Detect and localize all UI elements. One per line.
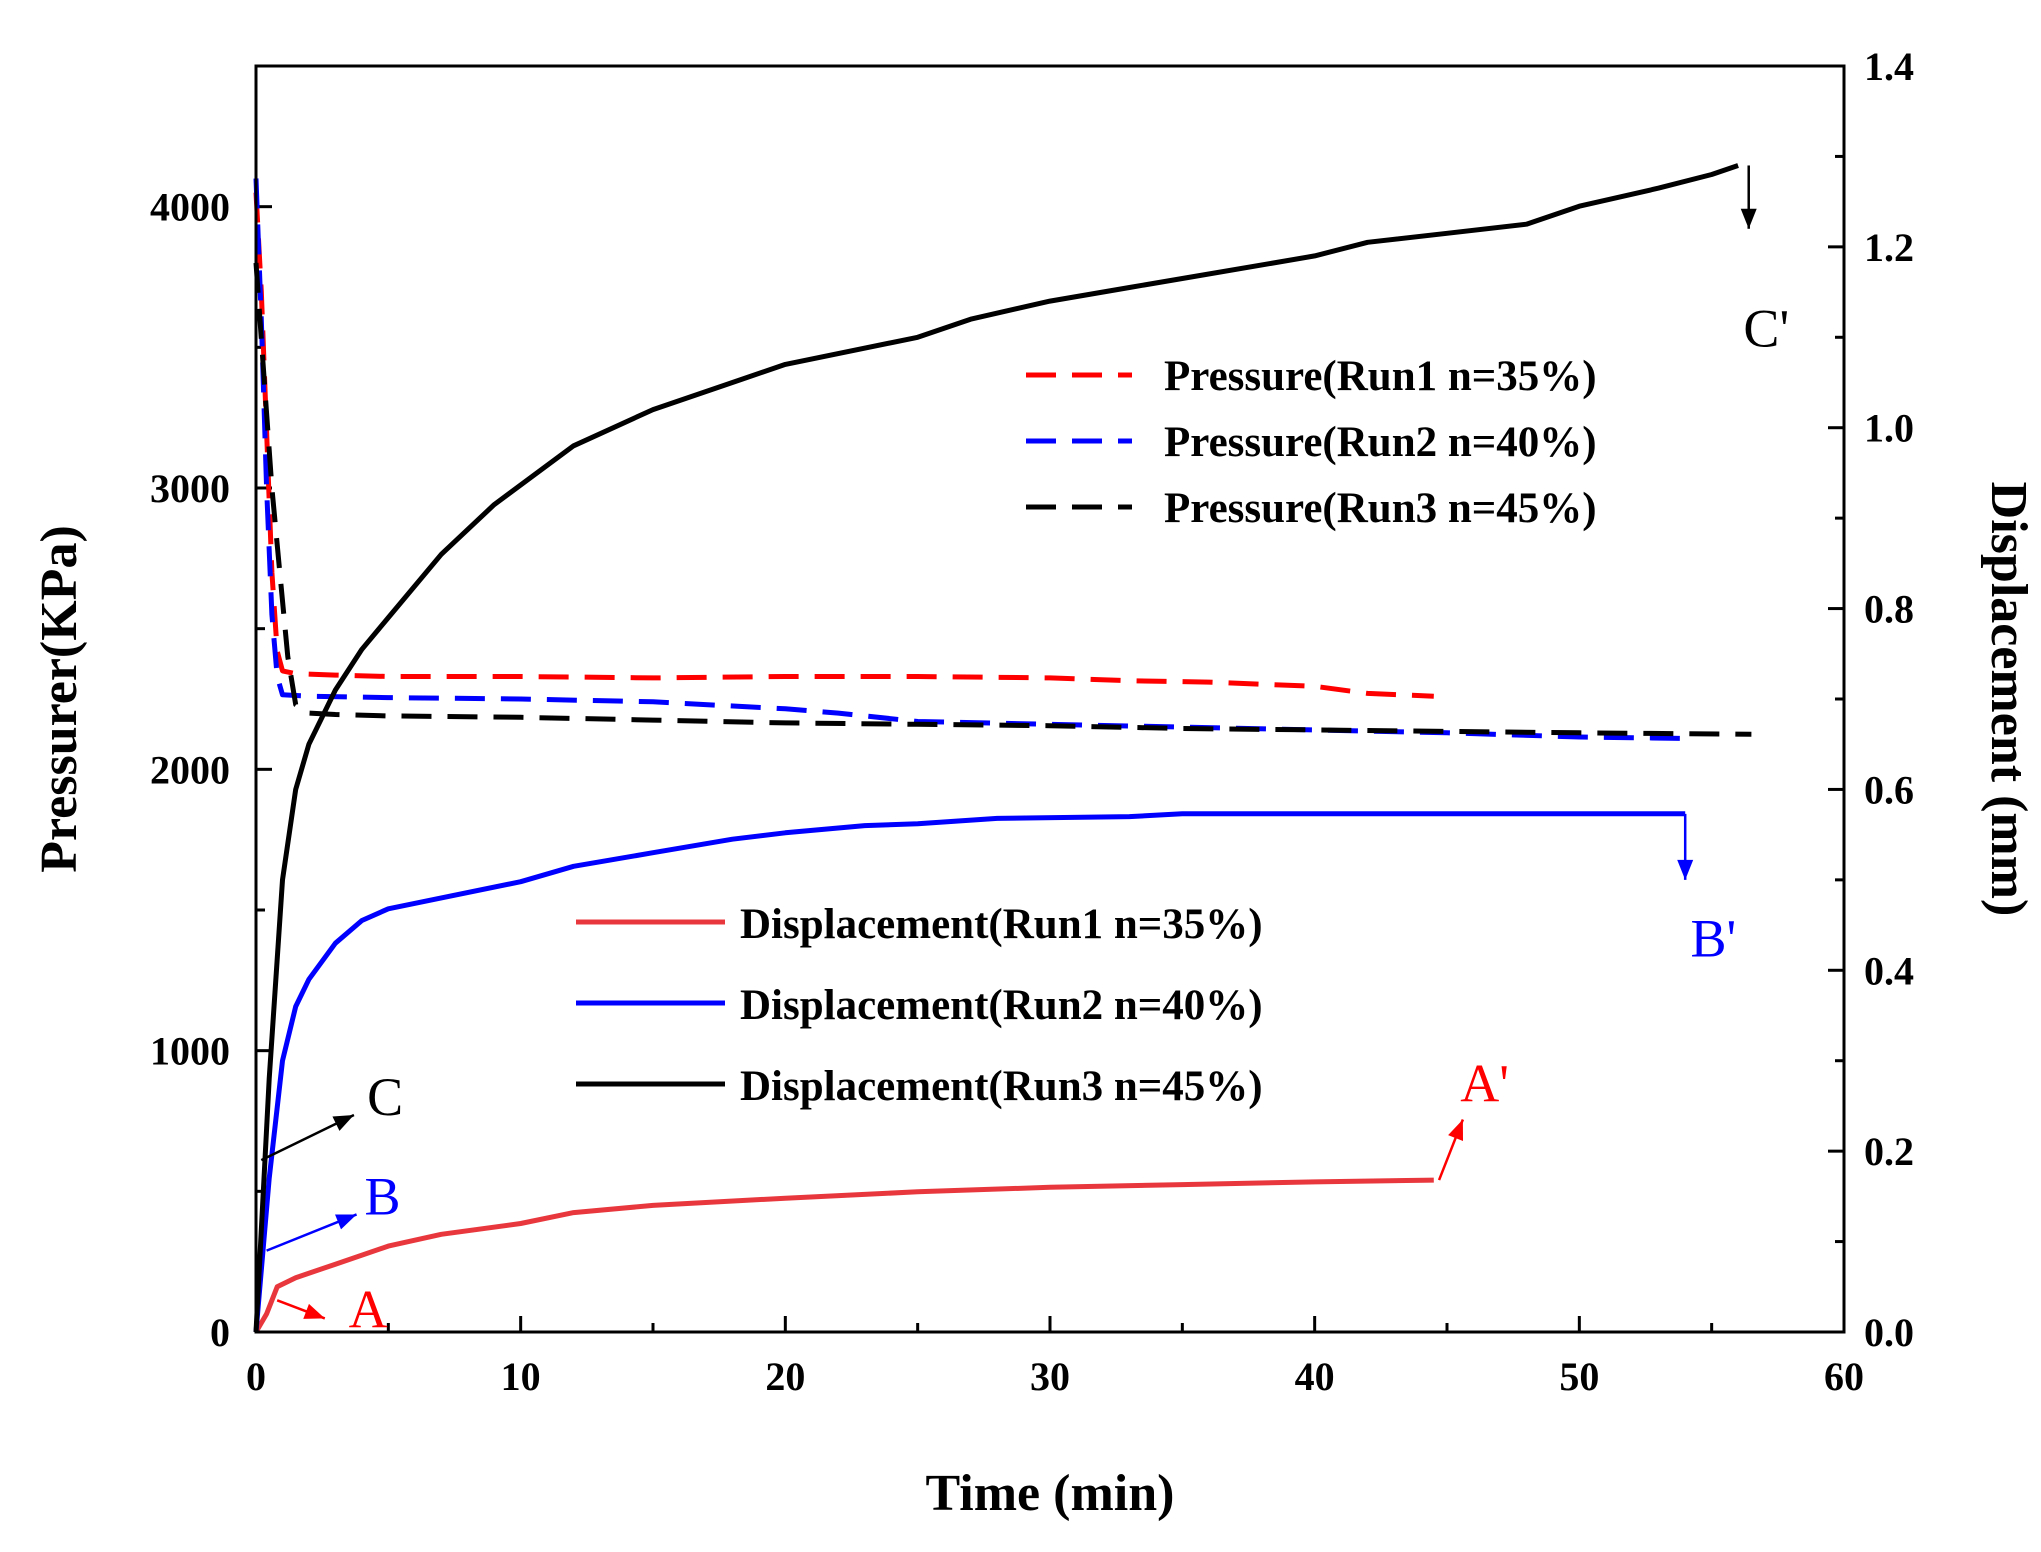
y-left-tick-label: 0 (210, 1310, 230, 1355)
annotation-arrowhead-Cprime (1740, 208, 1757, 229)
y-right-tick-label: 0.4 (1864, 948, 1914, 993)
legend-label-pressure-run2: Pressure(Run2 n=40%) (1164, 419, 1597, 466)
x-tick-label: 0 (246, 1354, 266, 1399)
tick-labels: 0 10 20 30 40 50 60 0 1000 2000 3000 4000 0.0 0.2 0.4 0… (150, 44, 1914, 1399)
annotation-arrowhead-B (335, 1214, 357, 1230)
y-axis-left-title: Pressurer(KPa) (31, 525, 88, 873)
y-left-tick-label: 4000 (150, 185, 230, 230)
x-tick-label: 40 (1295, 1354, 1335, 1399)
x-tick-label: 20 (765, 1354, 805, 1399)
annotation-arrowhead-A (303, 1303, 325, 1319)
series-line-pressure-run3 (253, 262, 1752, 737)
legend-displacement: Displacement(Run1 n=35%) Displacement(Ru… (576, 901, 1263, 1110)
x-tick-label: 60 (1824, 1354, 1864, 1399)
y-right-tick-label: 1.2 (1864, 225, 1914, 270)
y-left-tick-label: 3000 (150, 466, 230, 511)
annotation-label-B: B (365, 1166, 401, 1226)
annotation-layer: ABC A' B' C' (260, 165, 1789, 1339)
x-tick-label: 50 (1559, 1354, 1599, 1399)
legend-pressure: Pressure(Run1 n=35%) Pressure(Run2 n=40%… (1026, 353, 1597, 532)
x-axis-title: Time (min) (926, 1465, 1175, 1522)
y-right-tick-label: 0.2 (1864, 1129, 1914, 1174)
annotation-label-Bprime: B' (1690, 909, 1736, 969)
annotation-label-Cprime: C' (1743, 298, 1789, 358)
legend-label-displacement-run3: Displacement(Run3 n=45%) (740, 1063, 1263, 1110)
legend-label-displacement-run1: Displacement(Run1 n=35%) (740, 901, 1263, 948)
series-line-pressure-run2 (253, 178, 1686, 741)
y-right-tick-label: 0.0 (1864, 1310, 1914, 1355)
series-layer (253, 163, 1752, 1334)
x-tick-label: 10 (501, 1354, 541, 1399)
series-line-displacement-run2 (253, 811, 1686, 1333)
annotation-arrowhead-Aprime (1448, 1119, 1464, 1142)
y-right-tick-label: 1.0 (1864, 406, 1914, 451)
annotation-arrowhead-C (332, 1114, 354, 1131)
series-line-displacement-run1 (253, 1177, 1434, 1334)
annotation-label-A: A (349, 1279, 388, 1339)
annotation-label-C: C (367, 1067, 403, 1127)
annotation-arrowhead-Bprime (1677, 859, 1694, 880)
plot-frame (254, 64, 1846, 1334)
y-right-tick-label: 1.4 (1864, 44, 1914, 89)
series-line-displacement-run3 (253, 163, 1739, 1333)
y-axis-right-title: Displacement (mm) (1980, 482, 2037, 917)
legend-label-pressure-run1: Pressure(Run1 n=35%) (1164, 353, 1597, 400)
y-left-tick-label: 1000 (150, 1029, 230, 1074)
y-right-tick-label: 0.6 (1864, 767, 1914, 812)
legend-label-pressure-run3: Pressure(Run3 n=45%) (1164, 485, 1597, 532)
x-tick-label: 30 (1030, 1354, 1070, 1399)
y-right-tick-label: 0.8 (1864, 587, 1914, 632)
annotation-label-Aprime: A' (1460, 1053, 1509, 1113)
y-left-tick-label: 2000 (150, 747, 230, 792)
legend-label-displacement-run2: Displacement(Run2 n=40%) (740, 982, 1263, 1029)
